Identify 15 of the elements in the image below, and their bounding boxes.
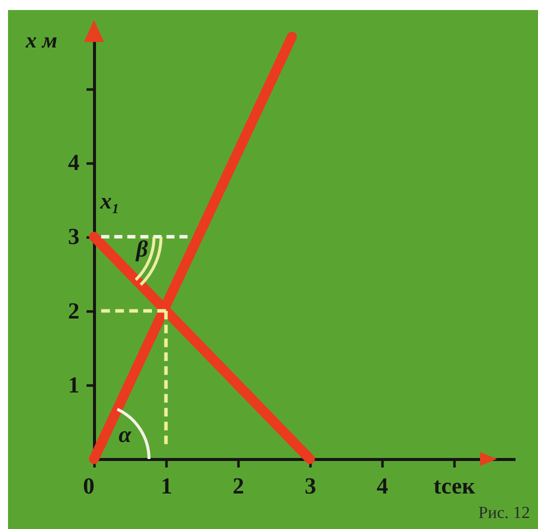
annotation: x₁ <box>99 188 120 214</box>
y-tick-label: 1 <box>68 372 80 398</box>
x-tick-label: 0 <box>83 474 94 498</box>
text: Рис. 12 <box>478 503 530 522</box>
x-tick-label: tсек <box>434 474 476 498</box>
x-tick-label: 1 <box>160 474 172 498</box>
y-axis-title: x м <box>24 28 58 52</box>
x-tick-label: 4 <box>376 474 389 498</box>
x-tick-label: 3 <box>304 474 316 498</box>
y-tick-label: 3 <box>68 224 80 250</box>
annotation: α <box>118 422 133 447</box>
annotation: β <box>135 236 148 262</box>
y-tick-label: 4 <box>68 150 80 176</box>
x-tick-label: 2 <box>232 474 244 498</box>
y-tick-label: 2 <box>68 298 80 324</box>
